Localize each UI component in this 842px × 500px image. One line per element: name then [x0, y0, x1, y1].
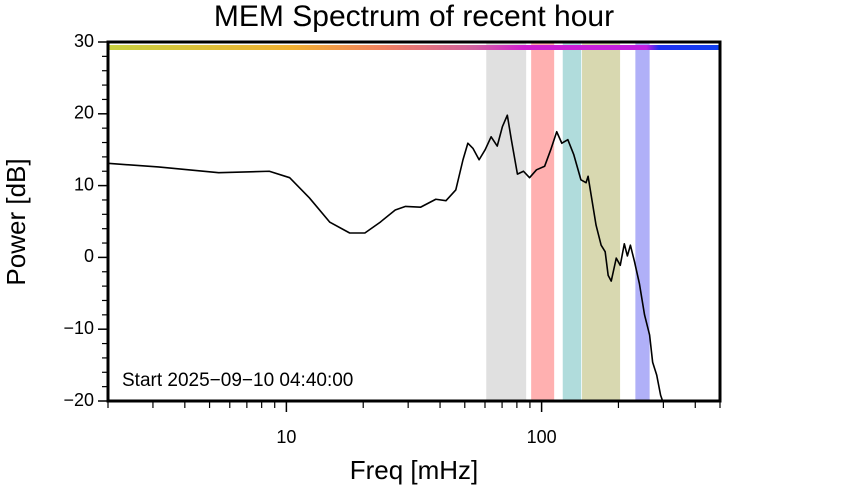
x-tick-label: 10: [276, 427, 296, 447]
annotation: Start 2025−09−10 04:40:00: [122, 370, 353, 391]
band-strip: [108, 45, 720, 50]
y-axis-label: Power [dB]: [1, 158, 31, 285]
y-tick-label: 10: [74, 174, 94, 194]
x-axis-label: Freq [mHz]: [350, 455, 479, 485]
spectrum-line: [107, 114, 664, 402]
frequency-band: [562, 42, 582, 401]
y-tick-label: 20: [74, 103, 94, 123]
y-tick-label: 0: [84, 246, 94, 266]
frequency-band: [486, 42, 527, 401]
y-tick-label: −20: [63, 390, 94, 410]
plot-frame: [106, 40, 722, 403]
x-tick-label: 100: [527, 427, 557, 447]
frequency-band: [531, 42, 555, 401]
frequency-band: [582, 42, 621, 401]
frequency-band: [635, 42, 650, 401]
y-tick-label: 30: [74, 31, 94, 51]
y-tick-label: −10: [63, 318, 94, 338]
chart-title: MEM Spectrum of recent hour: [214, 0, 614, 33]
